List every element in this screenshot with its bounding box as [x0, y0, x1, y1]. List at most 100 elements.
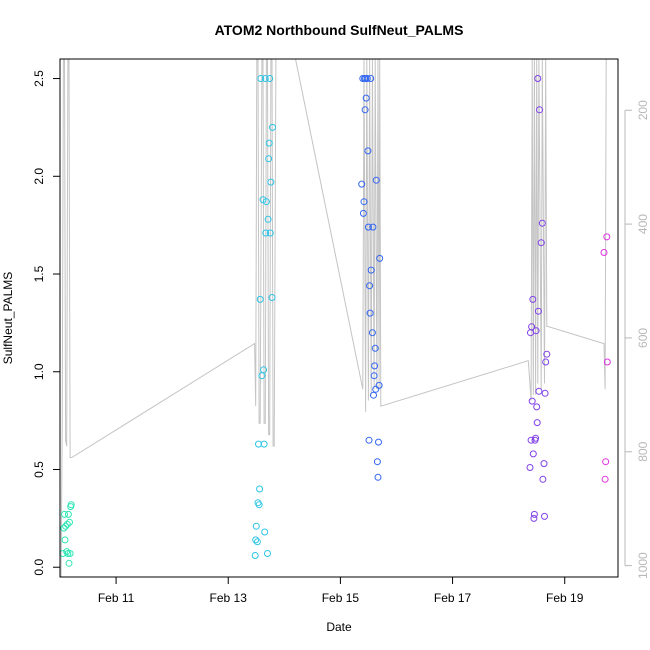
x-tick-label: Feb 15 [322, 591, 360, 605]
data-point [373, 458, 381, 466]
data-point [358, 180, 366, 188]
x-tick-label: Feb 17 [434, 591, 472, 605]
data-point [359, 209, 367, 217]
data-point [64, 550, 72, 557]
plot-frame [59, 58, 619, 578]
right-y-tick-label: 800 [636, 441, 650, 461]
data-point [371, 362, 379, 370]
data-point [528, 397, 536, 405]
x-tick-label: Feb 19 [546, 591, 584, 605]
data-point [541, 512, 548, 520]
data-point [533, 403, 541, 411]
data-point [372, 385, 380, 393]
data-point [370, 391, 377, 399]
data-point [362, 94, 370, 102]
data-point [366, 282, 374, 290]
data-point [534, 307, 542, 315]
data-point [366, 309, 374, 317]
data-point [603, 233, 611, 241]
data-point [256, 295, 264, 303]
data-point [256, 485, 264, 493]
data-point [252, 522, 260, 530]
data-point [266, 75, 274, 82]
data-point [602, 458, 610, 466]
data-point [601, 475, 609, 483]
data-point [251, 552, 259, 559]
data-point [530, 510, 538, 518]
data-point [260, 440, 268, 448]
data-point [268, 294, 276, 301]
data-point [261, 75, 269, 82]
data-point [374, 473, 382, 481]
x-axis-label: Date [326, 620, 352, 634]
data-point [253, 538, 261, 546]
data-point [267, 178, 275, 186]
data-point [540, 460, 548, 468]
right-y-tick-label: 600 [636, 328, 650, 348]
data-point [536, 106, 543, 114]
data-point [364, 147, 372, 155]
data-point [269, 123, 276, 131]
data-point [526, 464, 534, 471]
data-point [60, 524, 68, 532]
data-point [368, 329, 376, 337]
y-tick-label: 0.5 [32, 461, 46, 478]
data-point [252, 536, 260, 544]
data-point [542, 358, 550, 366]
data-point [67, 501, 75, 509]
data-point [529, 295, 537, 303]
data-point [361, 106, 369, 114]
data-point [527, 436, 535, 444]
data-point [603, 358, 611, 366]
data-point [367, 75, 375, 82]
data-point [262, 229, 270, 237]
data-point [365, 436, 373, 444]
data-point [255, 501, 263, 509]
data-point [266, 229, 274, 237]
data-point [360, 198, 368, 206]
data-point [538, 219, 546, 227]
pressure-line-layer [60, 58, 608, 578]
x-axis: Feb 11 Feb 13 Feb 15 Feb 17 Feb 19 [98, 577, 584, 605]
data-point [61, 510, 68, 518]
data-point [369, 223, 377, 231]
data-point [66, 550, 74, 557]
y-tick-label: 1.5 [32, 265, 46, 282]
x-tick-label: Feb 13 [210, 591, 248, 605]
data-point [65, 559, 73, 567]
y-tick-label: 2.5 [32, 70, 46, 87]
data-point [264, 215, 272, 223]
chart-title: ATOM2 Northbound SulfNeut_PALMS [215, 22, 464, 38]
y-tick-label: 0.0 [32, 559, 46, 576]
data-point [370, 372, 378, 380]
y-tick-label: 2.0 [32, 168, 46, 185]
data-point [375, 381, 383, 389]
data-point [265, 155, 273, 163]
right-y-tick-label: 400 [636, 214, 650, 234]
data-point [528, 323, 536, 331]
pressure-line [60, 58, 608, 578]
data-point [375, 438, 382, 446]
right-y-tick-label: 1000 [636, 552, 650, 579]
data-point [259, 196, 267, 204]
y-axis-label: SulfNeut_PALMS [1, 272, 15, 365]
data-point [376, 254, 384, 262]
data-point [363, 75, 371, 82]
data-point [537, 239, 545, 247]
data-point [367, 266, 375, 274]
data-point [532, 327, 540, 335]
right-y-axis: 200 400 600 800 1000 [624, 100, 650, 579]
data-point [264, 550, 271, 557]
data-point [541, 389, 549, 397]
data-point [534, 75, 542, 82]
data-points-layer [59, 75, 611, 567]
y-axis: 0.0 0.5 1.0 1.5 2.0 2.5 [32, 70, 60, 576]
data-point [63, 548, 71, 556]
data-point [260, 366, 268, 374]
data-point [533, 419, 541, 427]
data-point [66, 518, 73, 526]
data-point [63, 520, 71, 528]
data-point [261, 528, 269, 536]
